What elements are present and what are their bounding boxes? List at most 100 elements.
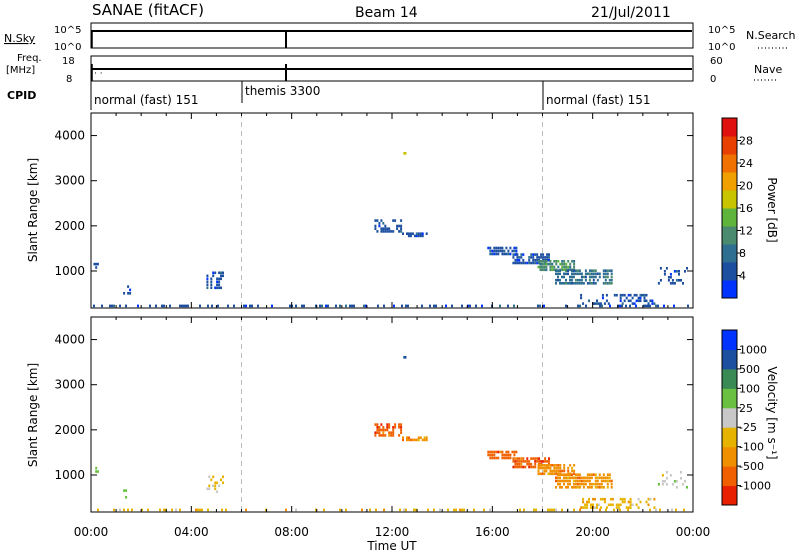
data-cell [580,479,583,483]
data-cell [285,508,287,512]
data-cell [206,280,209,284]
data-cell [497,246,500,250]
data-cell [544,256,547,259]
data-cell [565,272,567,276]
data-cell [225,508,227,512]
data-cell [539,260,542,263]
data-cell [567,269,569,272]
data-cell [524,465,527,469]
data-cell [516,462,519,466]
data-cell [607,503,610,507]
data-cell [303,304,305,308]
colorbar-tick-label: 25 [739,402,753,415]
data-cell [520,253,523,256]
data-cell [386,227,389,230]
data-cell [586,500,589,504]
data-cell [619,299,622,303]
data-cell [514,457,517,460]
data-cell [401,304,403,308]
data-cell [596,479,599,483]
data-cell [536,457,539,460]
data-cell [553,466,556,470]
data-cell [649,497,652,501]
panel-frame [90,316,694,513]
data-cell [584,275,587,279]
data-cell [505,252,508,256]
data-cell [489,246,492,250]
data-cell [257,304,259,308]
data-cell [606,282,609,285]
data-cell [600,476,603,480]
data-cell [573,464,576,467]
data-cell [659,279,662,282]
data-cell [95,466,98,470]
data-cell [613,293,616,297]
data-cell [600,479,603,483]
data-cell [528,460,531,463]
data-cell [501,249,504,253]
data-cell [572,476,575,480]
data-cell [567,466,570,470]
data-cell [573,260,576,263]
data-cell [582,482,585,486]
nsearch-tick-low: 10^0 [708,42,735,53]
data-cell [540,460,543,463]
data-cell [601,293,604,297]
y-tick-label: 2000 [54,423,85,437]
data-cell [212,274,215,278]
data-cell [555,472,558,476]
data-cell [530,253,533,256]
data-cell [579,304,581,308]
data-cell [567,265,570,269]
data-cell [413,234,416,238]
data-cell [599,506,602,509]
data-cell [627,500,630,504]
data-cell [505,453,508,457]
data-cell [467,304,469,308]
data-cell [569,479,571,483]
data-cell [551,464,554,467]
data-cell [376,426,379,429]
data-cell [421,304,423,308]
data-cell [604,479,607,483]
data-cell [678,279,680,282]
data-cell [569,262,572,266]
cpid-segment-3: normal (fast) 151 [546,93,650,107]
data-cell [463,508,465,512]
data-cell [596,299,598,303]
data-cell [590,272,593,276]
velocity-ylabel: Slant Range [km] [26,363,40,467]
data-cell [516,253,519,256]
data-cell [413,508,415,512]
power-panel: 1000 2000 3000 4000 [54,112,694,309]
data-cell [675,279,678,282]
data-cell [578,486,581,489]
data-cell [613,508,615,512]
data-cell [661,480,664,483]
data-cell [604,476,607,480]
data-cell [602,275,605,279]
data-cell [378,224,381,228]
data-cell [487,453,490,457]
data-cell [551,472,554,476]
data-cell [545,464,548,467]
data-cell [592,269,595,272]
data-cell [402,438,404,442]
data-cell [580,275,583,279]
data-cell [528,261,531,265]
data-cell [505,246,508,250]
data-cell [577,304,579,308]
data-cell [574,278,577,282]
data-cell [582,275,585,279]
data-cell [526,261,529,265]
data-cell [403,356,406,359]
data-cell [559,473,561,476]
data-cell [579,508,581,512]
data-cell [683,508,685,512]
data-cell [647,302,650,305]
data-cell [513,450,516,454]
data-cell [663,480,666,483]
data-cell [400,227,403,230]
data-cell [513,246,516,250]
data-cell [598,486,601,489]
